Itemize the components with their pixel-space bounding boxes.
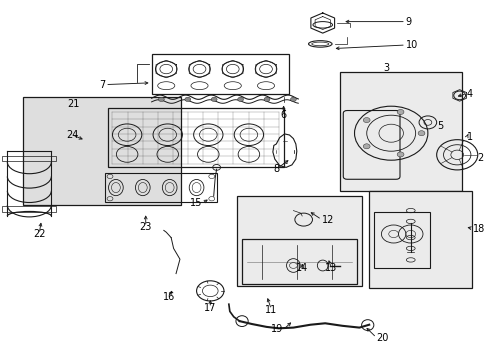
Circle shape bbox=[417, 131, 424, 136]
Bar bbox=[373, 212, 429, 268]
Text: 3: 3 bbox=[383, 63, 388, 73]
Text: 22: 22 bbox=[33, 229, 45, 239]
Text: 10: 10 bbox=[405, 40, 417, 50]
Bar bbox=[237, 196, 361, 286]
Circle shape bbox=[237, 97, 243, 102]
Circle shape bbox=[363, 118, 369, 123]
Text: 21: 21 bbox=[67, 99, 80, 109]
Bar bbox=[23, 97, 181, 205]
Bar bbox=[2, 206, 56, 212]
Bar bbox=[368, 191, 471, 288]
Circle shape bbox=[396, 152, 403, 157]
Text: 15: 15 bbox=[189, 198, 202, 208]
Text: 24: 24 bbox=[66, 130, 79, 140]
Bar bbox=[105, 173, 216, 202]
Text: 12: 12 bbox=[321, 215, 333, 225]
Circle shape bbox=[290, 97, 296, 102]
Circle shape bbox=[264, 97, 269, 102]
Text: 11: 11 bbox=[264, 305, 277, 315]
Text: 14: 14 bbox=[295, 263, 308, 273]
Circle shape bbox=[158, 97, 164, 102]
Bar bbox=[107, 108, 283, 167]
Bar bbox=[339, 72, 461, 191]
Text: 2: 2 bbox=[476, 153, 482, 163]
Bar bbox=[344, 76, 456, 187]
Text: 8: 8 bbox=[273, 164, 279, 174]
Text: 20: 20 bbox=[376, 333, 388, 343]
Text: 5: 5 bbox=[437, 121, 443, 131]
Circle shape bbox=[184, 97, 190, 102]
Text: 23: 23 bbox=[139, 222, 152, 232]
Text: 7: 7 bbox=[99, 80, 105, 90]
Bar bbox=[2, 156, 56, 161]
Text: 6: 6 bbox=[280, 110, 286, 120]
Bar bbox=[242, 239, 356, 284]
Text: 19: 19 bbox=[271, 324, 283, 334]
Text: 18: 18 bbox=[472, 224, 485, 234]
Text: 9: 9 bbox=[405, 17, 411, 27]
Circle shape bbox=[211, 97, 217, 102]
Text: 1: 1 bbox=[466, 132, 472, 142]
Text: 17: 17 bbox=[203, 303, 216, 313]
Circle shape bbox=[363, 144, 369, 149]
Circle shape bbox=[396, 109, 403, 114]
Text: 4: 4 bbox=[466, 89, 472, 99]
Text: 16: 16 bbox=[162, 292, 175, 302]
Bar bbox=[151, 54, 288, 94]
Text: 13: 13 bbox=[325, 263, 337, 273]
